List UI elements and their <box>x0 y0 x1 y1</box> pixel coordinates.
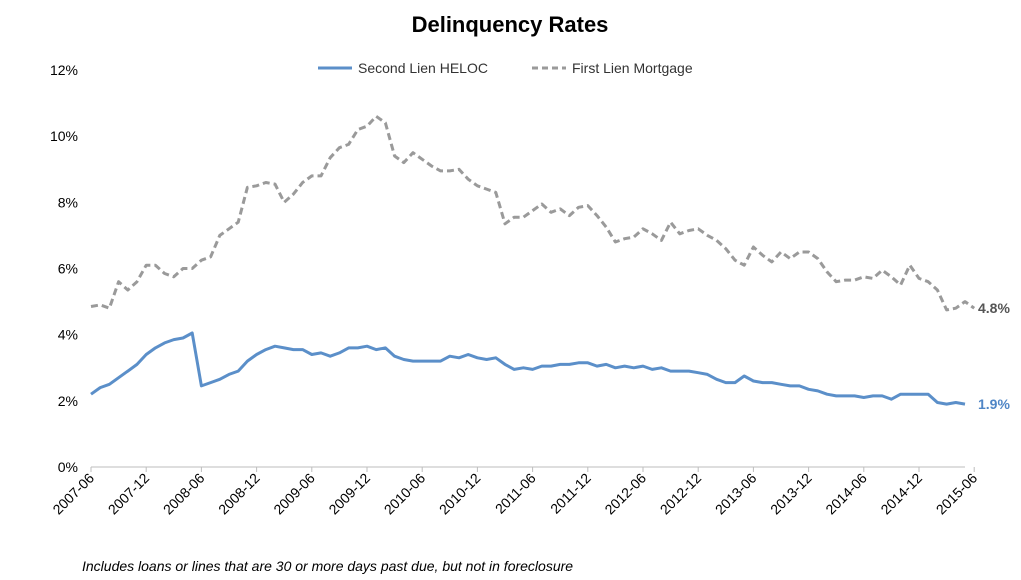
y-tick-label: 8% <box>58 194 78 210</box>
y-axis: 0% 2% 4% 6% 8% 10% 12% <box>50 62 78 475</box>
legend-label-heloc: Second Lien HELOC <box>358 60 488 76</box>
x-tick-label: 2014-12 <box>877 470 925 518</box>
x-tick-label: 2010-06 <box>381 470 429 518</box>
x-tick-label: 2009-12 <box>325 470 373 518</box>
series-line-heloc <box>90 331 966 406</box>
chart-title: Delinquency Rates <box>412 12 609 37</box>
end-label-heloc: 1.9% <box>978 396 1010 412</box>
y-tick-label: 0% <box>58 459 78 475</box>
x-tick-label: 2010-12 <box>436 470 484 518</box>
y-tick-label: 10% <box>50 128 78 144</box>
y-tick-label: 4% <box>58 327 78 343</box>
x-tick-label: 2007-12 <box>105 470 153 518</box>
series-line-mortgage <box>90 114 976 312</box>
y-tick-label: 6% <box>58 261 78 277</box>
x-tick-label: 2012-06 <box>601 470 649 518</box>
x-tick-label: 2015-06 <box>933 470 981 518</box>
x-tick-label: 2008-12 <box>215 470 263 518</box>
end-label-mortgage: 4.8% <box>978 300 1010 316</box>
x-tick-label: 2011-06 <box>492 470 539 517</box>
x-tick-label: 2007-06 <box>49 470 97 518</box>
series-lines <box>90 114 976 406</box>
x-tick-label: 2008-06 <box>160 470 208 518</box>
x-tick-label: 2013-12 <box>767 470 815 518</box>
y-tick-label: 2% <box>58 393 78 409</box>
x-tick-label: 2013-06 <box>712 470 760 518</box>
legend-label-mortgage: First Lien Mortgage <box>572 60 693 76</box>
legend: Second Lien HELOC First Lien Mortgage <box>318 60 693 76</box>
x-tick-label: 2009-06 <box>270 470 318 518</box>
footnote: Includes loans or lines that are 30 or m… <box>82 558 574 574</box>
x-tick-label: 2014-06 <box>822 470 870 518</box>
x-axis: 2007-06 2007-12 2008-06 2008-12 2009-06 2009-… <box>49 466 981 518</box>
y-tick-label: 12% <box>50 62 78 78</box>
x-tick-label: 2011-12 <box>547 470 594 517</box>
x-tick-label: 2012-12 <box>657 470 705 518</box>
end-labels: 1.9% 4.8% <box>978 300 1010 412</box>
